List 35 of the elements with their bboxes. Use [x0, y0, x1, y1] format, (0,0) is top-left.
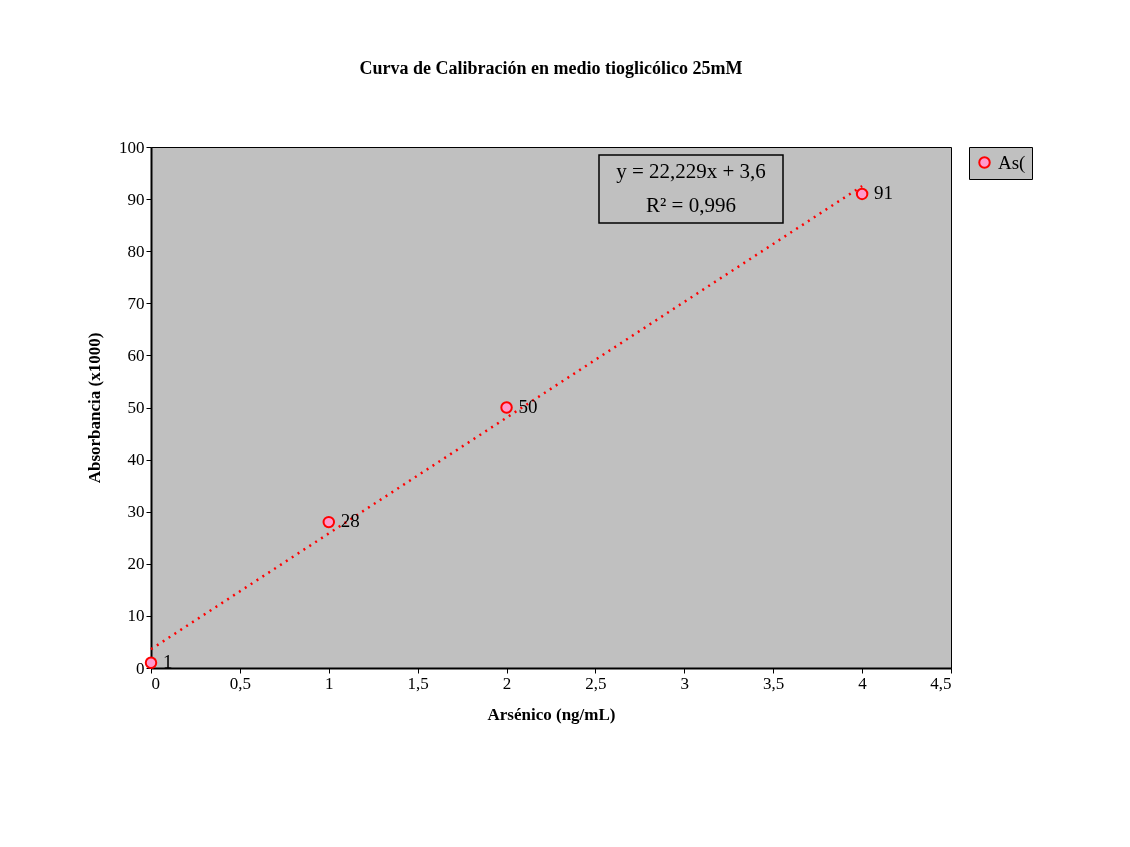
x-axis-title: Arsénico (ng/mL) — [487, 704, 616, 724]
y-tick-label: 90 — [127, 189, 145, 209]
x-tick-label: 3 — [680, 673, 690, 693]
x-tick-label: 0,5 — [229, 673, 252, 693]
x-tick-label: 0 — [151, 673, 160, 693]
legend-label: As( — [998, 151, 1026, 174]
x-tick-label: 2,5 — [585, 673, 607, 693]
y-tick-label: 80 — [127, 241, 145, 261]
data-label: 91 — [874, 181, 894, 203]
data-label: 50 — [518, 395, 538, 417]
point — [855, 187, 869, 201]
x-tick-label: 1 — [325, 673, 334, 693]
annotation: R² = 0,996 — [646, 193, 736, 217]
y-tick-label: 100 — [119, 137, 145, 157]
y-axis-title: Absorbancia (x1000) — [85, 332, 104, 484]
y-tick-label: 30 — [127, 502, 145, 522]
y-tick-label: 40 — [127, 450, 145, 470]
y-tick-label: 60 — [127, 345, 145, 365]
point — [322, 515, 336, 529]
annotation: y = 22,229x + 3,6 — [616, 159, 766, 183]
data-label: 28 — [340, 510, 360, 532]
data-label: 1 — [163, 650, 173, 672]
x-tick-label: 4 — [858, 673, 868, 693]
point — [500, 401, 513, 414]
x-tick-label: 2 — [502, 673, 512, 693]
y-tick-label: 50 — [127, 398, 145, 417]
y-tick-label: 20 — [127, 554, 145, 574]
y-tick-label: 0 — [136, 658, 145, 678]
x-tick-label: 4,5 — [930, 673, 952, 693]
y-tick-label: 70 — [127, 293, 145, 313]
x-tick-label: 3,5 — [763, 673, 785, 693]
point — [144, 656, 158, 670]
chart-title: Curva de Calibración en medio tioglicólico 25mM — [359, 58, 743, 78]
x-tick-label: 1,5 — [407, 673, 429, 693]
y-tick-label: 10 — [127, 606, 145, 626]
